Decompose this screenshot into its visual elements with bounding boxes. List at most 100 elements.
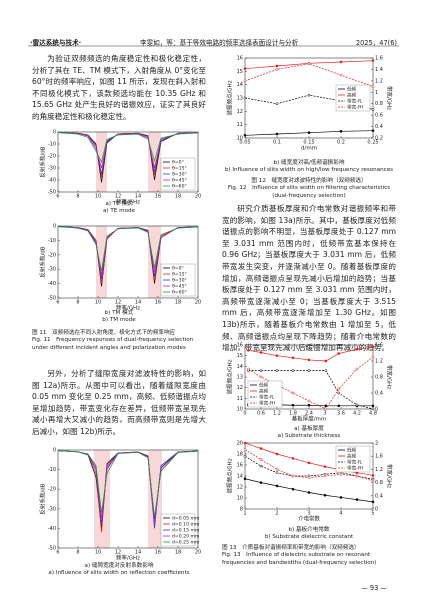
y-tick-label: 10 bbox=[237, 407, 243, 413]
caption: b) 缝宽度对高/低频谐振影响 b) Influence of slits wid… bbox=[222, 160, 396, 175]
y-tick-label: 0 bbox=[53, 224, 56, 230]
y-tick-label: -20 bbox=[48, 252, 56, 258]
y-tick-label: -30 bbox=[48, 166, 56, 172]
y2-tick-label: 1 bbox=[375, 90, 378, 96]
x-tick-label: 0.25 bbox=[367, 140, 378, 146]
caption-en: b) Substrate dielectric constant bbox=[264, 534, 354, 541]
caption-en: b) TM mode bbox=[102, 317, 136, 324]
series-line bbox=[57, 226, 199, 271]
legend-label: 高频 bbox=[347, 453, 357, 460]
y-tick-label: 20 bbox=[237, 441, 243, 447]
legend-label: 高频 bbox=[347, 92, 357, 99]
data-point bbox=[371, 474, 375, 477]
caption-en: a) Substrate thickness bbox=[277, 433, 341, 440]
x-tick-label: 6 bbox=[56, 300, 59, 306]
legend-label: d=0.20 mm bbox=[172, 534, 200, 540]
legend-label: θ=15° bbox=[172, 166, 187, 172]
x-tick-label: 2 bbox=[275, 511, 278, 517]
data-point bbox=[324, 369, 328, 372]
paragraph: 另外，分析了缝隙宽度对滤波特性的影响，如图 12a)所示。从图中可以看出，随着缝… bbox=[32, 369, 206, 436]
data-point bbox=[355, 367, 359, 371]
data-point bbox=[323, 474, 327, 478]
series-line bbox=[248, 370, 374, 410]
y2-tick-label: 0.2 bbox=[375, 136, 383, 142]
y-tick-label: -30 bbox=[48, 267, 56, 273]
x-tick-label: 8 bbox=[76, 550, 79, 556]
caption: b) TM 模式 b) TM mode bbox=[32, 310, 206, 325]
data-point bbox=[307, 131, 311, 135]
x-tick-label: 12 bbox=[115, 194, 121, 200]
data-point bbox=[243, 133, 247, 137]
caption-en: Fig. 12 Influence of slits width on filt… bbox=[227, 185, 391, 199]
data-point bbox=[324, 404, 328, 408]
data-point bbox=[307, 369, 311, 372]
x-tick-label: 4.8 bbox=[369, 411, 377, 417]
y-tick-label: 11 bbox=[237, 122, 243, 128]
x-tick-label: 18 bbox=[175, 194, 181, 200]
data-point bbox=[323, 493, 327, 497]
x-tick-label: 20 bbox=[195, 194, 201, 200]
series-line bbox=[248, 346, 374, 362]
y2-axis-label: 带宽/GHz bbox=[386, 365, 394, 389]
series-line bbox=[57, 450, 199, 517]
x-tick-label: 2.4 bbox=[305, 411, 313, 417]
y2-tick-label: 1.6 bbox=[375, 343, 383, 349]
x-axis-label: 频率/GHz bbox=[116, 304, 140, 312]
x-tick-label: 10 bbox=[95, 300, 101, 306]
y-tick-label: 16 bbox=[237, 463, 243, 469]
page-number: — 93 — bbox=[361, 584, 387, 592]
y2-tick-label: 0.4 bbox=[375, 493, 383, 499]
data-point bbox=[324, 359, 328, 363]
y-tick-label: 8 bbox=[240, 507, 243, 513]
x-tick-label: 16 bbox=[155, 300, 161, 306]
x-tick-label: 0.15 bbox=[303, 140, 314, 146]
data-point bbox=[291, 391, 295, 395]
data-point bbox=[307, 93, 311, 97]
data-point bbox=[291, 457, 295, 460]
y-tick-label: 16 bbox=[237, 343, 243, 349]
x-tick-label: 0 bbox=[243, 411, 246, 417]
x-tick-label: 1.8 bbox=[289, 411, 297, 417]
y2-tick-label: 0.6 bbox=[375, 113, 383, 119]
y2-tick-label: 1.4 bbox=[375, 67, 383, 73]
legend-label: 带宽-fH bbox=[347, 465, 363, 472]
x-tick-label: 8 bbox=[76, 194, 79, 200]
y-tick-label: -50 bbox=[48, 546, 56, 552]
legend-label: 带宽-fL bbox=[347, 459, 362, 466]
y2-tick-label: 1.2 bbox=[375, 78, 383, 84]
caption: a) 基板厚度 a) Substrate thickness bbox=[222, 426, 396, 441]
y-tick-label: -10 bbox=[48, 467, 56, 473]
data-point bbox=[275, 369, 279, 372]
data-point bbox=[339, 129, 343, 133]
data-point bbox=[291, 487, 295, 491]
data-point bbox=[243, 67, 247, 71]
caption-en: b) Influence of slits width on high/low … bbox=[224, 167, 394, 174]
highlight-band bbox=[148, 450, 162, 548]
y-tick-label: -50 bbox=[48, 296, 56, 302]
data-point bbox=[307, 476, 311, 479]
data-point bbox=[337, 352, 341, 355]
x-tick-label: 3 bbox=[307, 511, 310, 517]
y-tick-label: 18 bbox=[237, 452, 243, 458]
x-tick-label: 14 bbox=[135, 194, 141, 200]
legend-label: θ=0° bbox=[172, 266, 184, 272]
data-point bbox=[339, 73, 343, 77]
caption-cn: 图 11 双频频选在不同入射角度、极化方式下的频率响应 bbox=[32, 330, 176, 336]
x-tick-label: 18 bbox=[175, 550, 181, 556]
caption-cn: a) TE 模式 bbox=[105, 201, 133, 207]
data-point bbox=[371, 404, 375, 408]
x-tick-label: 0.1 bbox=[273, 140, 281, 146]
legend-label: θ=30° bbox=[172, 172, 187, 178]
x-tick-label: 5 bbox=[371, 511, 374, 517]
data-point bbox=[371, 345, 375, 349]
x-tick-label: 20 bbox=[195, 550, 201, 556]
x-axis-label: 频率/GHz bbox=[116, 554, 140, 562]
legend-label: θ=0° bbox=[172, 160, 184, 166]
data-point bbox=[355, 474, 359, 478]
data-point bbox=[337, 391, 341, 395]
y-tick-label: 12 bbox=[237, 385, 243, 391]
y-tick-label: 12 bbox=[237, 485, 243, 491]
y-axis-label: 谐振频点/GHz bbox=[226, 359, 234, 394]
legend-label: 带宽-fH bbox=[347, 104, 363, 111]
highlight-band bbox=[148, 226, 161, 298]
